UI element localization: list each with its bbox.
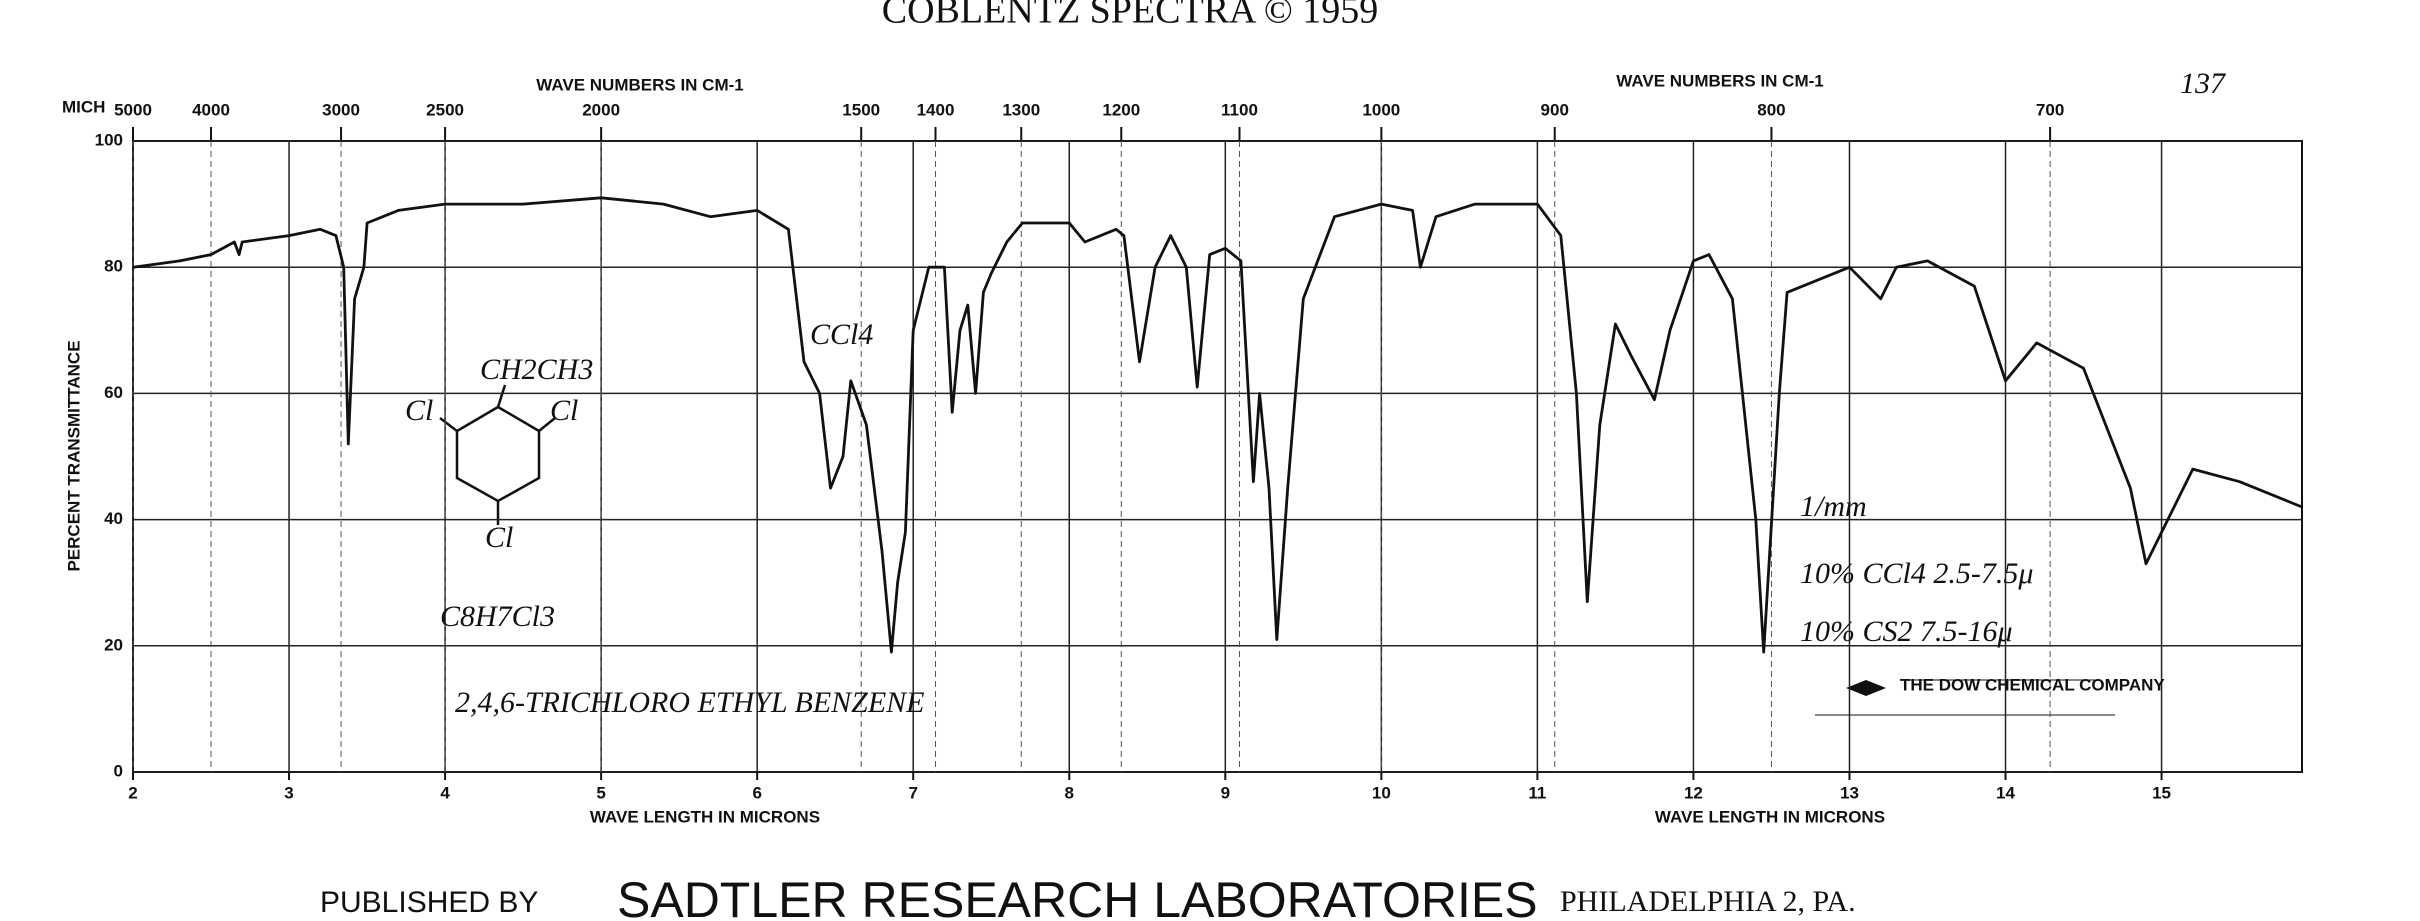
x-tick-label: 15 — [2152, 783, 2171, 802]
x2-tick-label: 700 — [2036, 100, 2064, 119]
footer-city: PHILADELPHIA 2, PA. — [1560, 885, 1856, 918]
x2-tick-label: 1300 — [1002, 100, 1040, 119]
x-tick-label: 7 — [908, 783, 917, 802]
annotation: Cl — [485, 521, 513, 554]
x-tick-label: 14 — [1996, 783, 2015, 802]
x-tick-label: 3 — [284, 783, 293, 802]
x2-tick-label: 3000 — [322, 100, 360, 119]
chart-title: COBLENTZ SPECTRA © 1959 — [882, 0, 1379, 32]
spectrum-line — [132, 196, 2303, 654]
x-tick-label: 12 — [1684, 783, 1703, 802]
y-tick-label: 80 — [104, 257, 123, 276]
annotation: CCl4 — [810, 318, 873, 351]
dow-logo — [1815, 679, 2115, 716]
x2-tick-label: 1500 — [842, 100, 880, 119]
y-axis-label: PERCENT TRANSMITTANCE — [64, 340, 83, 571]
annotation: 2,4,6-TRICHLORO ETHYL BENZENE — [455, 686, 925, 719]
x-tick-label: 10 — [1372, 783, 1391, 802]
annotation: C8H7Cl3 — [440, 600, 555, 633]
x2-tick-label: 1400 — [917, 100, 955, 119]
x-tick-label: 13 — [1840, 783, 1859, 802]
footer-lab: SADTLER RESEARCH LABORATORIES — [617, 872, 1538, 921]
x-axis-label: WAVE LENGTH IN MICRONS — [1655, 807, 1885, 826]
x-axis-label: WAVE LENGTH IN MICRONS — [590, 807, 820, 826]
x2-unit: MICH — [62, 97, 105, 116]
x-tick-label: 5 — [596, 783, 605, 802]
x2-tick-label: 2500 — [426, 100, 464, 119]
x2-axis-label: WAVE NUMBERS IN CM-1 — [1616, 71, 1823, 90]
y-tick-label: 60 — [104, 383, 123, 402]
annotation: CH2CH3 — [480, 353, 593, 386]
footer-published: PUBLISHED BY — [320, 886, 538, 919]
y-tick-label: 20 — [104, 635, 123, 654]
page-number: 137 — [2180, 67, 2227, 100]
x-tick-label: 4 — [440, 783, 450, 802]
x2-tick-label: 4000 — [192, 100, 230, 119]
annotation: 10% CS2 7.5-16μ — [1800, 615, 2013, 648]
y-tick-label: 40 — [104, 509, 123, 528]
y-tick-label: 0 — [114, 761, 123, 780]
x2-axis-label: WAVE NUMBERS IN CM-1 — [536, 75, 743, 94]
x-tick-label: 11 — [1528, 783, 1546, 802]
x2-tick-label: 800 — [1757, 100, 1785, 119]
annotation: 10% CCl4 2.5-7.5μ — [1800, 557, 2033, 590]
x2-tick-label: 5000 — [114, 100, 152, 119]
annotation: THE DOW CHEMICAL COMPANY — [1900, 675, 2165, 694]
x-tick-label: 2 — [128, 783, 137, 802]
x2-tick-label: 1100 — [1221, 100, 1258, 119]
annotation: Cl — [405, 394, 433, 427]
annotation: Cl — [550, 394, 578, 427]
x-tick-label: 9 — [1221, 783, 1230, 802]
x-tick-label: 8 — [1065, 783, 1074, 802]
y-tick-label: 100 — [95, 130, 123, 149]
x2-tick-label: 1000 — [1362, 100, 1400, 119]
annotation: 1/mm — [1800, 490, 1867, 523]
structure-drawing — [439, 384, 556, 525]
x2-tick-label: 1200 — [1102, 100, 1140, 119]
x2-tick-label: 2000 — [582, 100, 620, 119]
x-tick-label: 6 — [752, 783, 761, 802]
x2-tick-label: 900 — [1541, 100, 1569, 119]
